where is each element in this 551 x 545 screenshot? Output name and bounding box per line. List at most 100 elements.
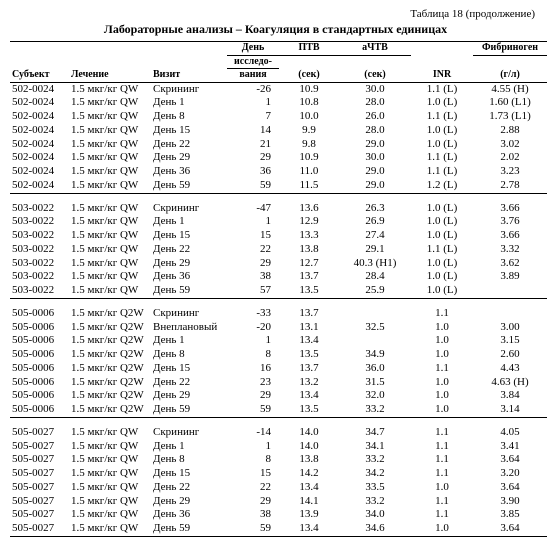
cell-ptv: 11.0 bbox=[279, 165, 339, 179]
cell-ptv: 9.8 bbox=[279, 138, 339, 152]
cell-visit: Скрининг bbox=[151, 307, 227, 321]
group-separator bbox=[10, 417, 547, 426]
cell-fibrinogen: 4.43 bbox=[473, 362, 547, 376]
cell-achtv: 33.2 bbox=[339, 453, 411, 467]
cell-inr: 1.1 bbox=[411, 453, 473, 467]
cell-subject: 505-0006 bbox=[10, 376, 69, 390]
table-row: 505-00271.5 мкг/кг QWДень 8813.833.21.13… bbox=[10, 453, 547, 467]
cell-ptv: 13.4 bbox=[279, 522, 339, 536]
cell-ptv: 13.4 bbox=[279, 481, 339, 495]
cell-inr: 1.1 bbox=[411, 362, 473, 376]
cell-visit: День 15 bbox=[151, 362, 227, 376]
cell-day: 29 bbox=[227, 257, 279, 271]
cell-fibrinogen: 3.02 bbox=[473, 138, 547, 152]
table-title: Лабораторные анализы – Коагуляция в стан… bbox=[10, 22, 541, 37]
table-row: 503-00221.5 мкг/кг QWДень 222213.829.11.… bbox=[10, 243, 547, 257]
group-separator bbox=[10, 298, 547, 307]
cell-achtv: 26.9 bbox=[339, 215, 411, 229]
cell-treatment: 1.5 мкг/кг QW bbox=[69, 453, 151, 467]
cell-achtv: 29.1 bbox=[339, 243, 411, 257]
cell-treatment: 1.5 мкг/кг QW bbox=[69, 96, 151, 110]
table-row: 503-00221.5 мкг/кг QWДень 363813.728.41.… bbox=[10, 270, 547, 284]
cell-inr: 1.1 (L) bbox=[411, 243, 473, 257]
cell-treatment: 1.5 мкг/кг QW bbox=[69, 124, 151, 138]
cell-achtv: 29.0 bbox=[339, 165, 411, 179]
cell-ptv: 13.6 bbox=[279, 202, 339, 216]
cell-day: 59 bbox=[227, 522, 279, 536]
cell-fibrinogen: 3.62 bbox=[473, 257, 547, 271]
cell-inr: 1.1 (L) bbox=[411, 151, 473, 165]
cell-day: 22 bbox=[227, 243, 279, 257]
table-body: 502-00241.5 мкг/кг QWСкрининг-2610.930.0… bbox=[10, 82, 547, 536]
table-row: 502-00241.5 мкг/кг QWДень 8710.026.01.1 … bbox=[10, 110, 547, 124]
cell-achtv: 34.9 bbox=[339, 348, 411, 362]
coagulation-table: Субъект Лечение Визит День ПТВ аЧТВ INR … bbox=[10, 41, 547, 537]
cell-subject: 502-0024 bbox=[10, 96, 69, 110]
table-row: 505-00271.5 мкг/кг QWДень 151514.234.21.… bbox=[10, 467, 547, 481]
cell-subject: 505-0027 bbox=[10, 426, 69, 440]
cell-ptv: 12.7 bbox=[279, 257, 339, 271]
cell-ptv: 13.9 bbox=[279, 508, 339, 522]
cell-day: 8 bbox=[227, 453, 279, 467]
cell-achtv: 40.3 (H1) bbox=[339, 257, 411, 271]
cell-achtv: 31.5 bbox=[339, 376, 411, 390]
cell-fibrinogen: 2.02 bbox=[473, 151, 547, 165]
cell-day: -33 bbox=[227, 307, 279, 321]
cell-day: 29 bbox=[227, 495, 279, 509]
cell-visit: Скрининг bbox=[151, 426, 227, 440]
cell-inr: 1.0 (L) bbox=[411, 138, 473, 152]
cell-visit: День 1 bbox=[151, 334, 227, 348]
table-row: 502-00241.5 мкг/кг QWДень 595911.529.01.… bbox=[10, 179, 547, 193]
cell-visit: День 15 bbox=[151, 124, 227, 138]
cell-achtv: 30.0 bbox=[339, 151, 411, 165]
cell-fibrinogen: 3.41 bbox=[473, 440, 547, 454]
table-row: 505-00061.5 мкг/кг Q2WДень 292913.432.01… bbox=[10, 389, 547, 403]
cell-ptv: 13.8 bbox=[279, 453, 339, 467]
cell-day: 7 bbox=[227, 110, 279, 124]
table-row: 503-00221.5 мкг/кг QWСкрининг-4713.626.3… bbox=[10, 202, 547, 216]
cell-ptv: 14.2 bbox=[279, 467, 339, 481]
cell-achtv: 34.1 bbox=[339, 440, 411, 454]
cell-fibrinogen bbox=[473, 284, 547, 298]
cell-inr: 1.0 (L) bbox=[411, 257, 473, 271]
table-row: 505-00061.5 мкг/кг Q2WСкрининг-3313.71.1 bbox=[10, 307, 547, 321]
cell-subject: 503-0022 bbox=[10, 243, 69, 257]
cell-ptv: 10.9 bbox=[279, 151, 339, 165]
cell-subject: 502-0024 bbox=[10, 82, 69, 96]
table-row: 502-00241.5 мкг/кг QWДень 1110.828.01.0 … bbox=[10, 96, 547, 110]
cell-fibrinogen: 3.84 bbox=[473, 389, 547, 403]
cell-fibrinogen: 3.90 bbox=[473, 495, 547, 509]
cell-inr: 1.0 bbox=[411, 334, 473, 348]
cell-subject: 505-0006 bbox=[10, 307, 69, 321]
cell-fibrinogen: 4.55 (H) bbox=[473, 82, 547, 96]
cell-fibrinogen: 3.66 bbox=[473, 229, 547, 243]
cell-day: 15 bbox=[227, 229, 279, 243]
cell-fibrinogen: 2.60 bbox=[473, 348, 547, 362]
table-row: 505-00271.5 мкг/кг QWДень 1114.034.11.13… bbox=[10, 440, 547, 454]
cell-achtv: 28.0 bbox=[339, 96, 411, 110]
cell-subject: 503-0022 bbox=[10, 270, 69, 284]
cell-day: 1 bbox=[227, 215, 279, 229]
cell-inr: 1.0 bbox=[411, 481, 473, 495]
cell-ptv: 14.1 bbox=[279, 495, 339, 509]
table-row: 505-00061.5 мкг/кг Q2WДень 151613.736.01… bbox=[10, 362, 547, 376]
cell-day: -20 bbox=[227, 321, 279, 335]
cell-achtv: 27.4 bbox=[339, 229, 411, 243]
cell-visit: День 36 bbox=[151, 270, 227, 284]
cell-visit: День 59 bbox=[151, 522, 227, 536]
cell-subject: 505-0027 bbox=[10, 467, 69, 481]
table-row: 503-00221.5 мкг/кг QWДень 1112.926.91.0 … bbox=[10, 215, 547, 229]
cell-day: 14 bbox=[227, 124, 279, 138]
cell-ptv: 13.7 bbox=[279, 362, 339, 376]
cell-visit: Скрининг bbox=[151, 82, 227, 96]
col-subject: Субъект bbox=[10, 42, 69, 83]
cell-subject: 502-0024 bbox=[10, 151, 69, 165]
cell-treatment: 1.5 мкг/кг QW bbox=[69, 82, 151, 96]
cell-inr: 1.1 (L) bbox=[411, 82, 473, 96]
cell-treatment: 1.5 мкг/кг QW bbox=[69, 179, 151, 193]
cell-achtv: 34.2 bbox=[339, 467, 411, 481]
cell-day: 29 bbox=[227, 389, 279, 403]
cell-treatment: 1.5 мкг/кг QW bbox=[69, 202, 151, 216]
cell-ptv: 13.5 bbox=[279, 348, 339, 362]
cell-subject: 505-0006 bbox=[10, 321, 69, 335]
